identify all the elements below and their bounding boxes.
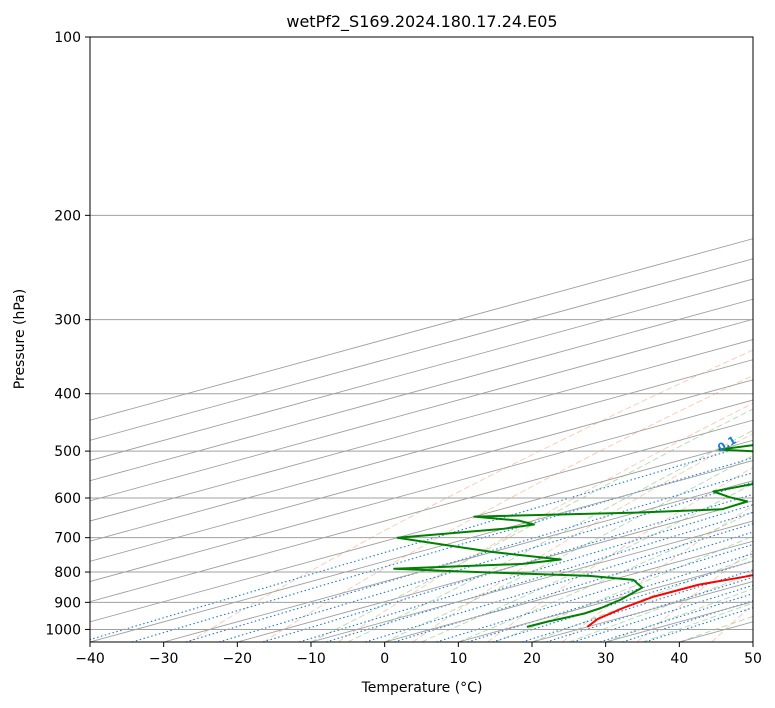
moist-adiabat [384,455,753,642]
isotherm-line [163,480,753,642]
x-tick-label: −20 [223,651,253,667]
mixing-ratio-line [436,543,753,642]
y-tick-label: 400 [54,387,81,403]
mixing-ratio-line [90,450,730,641]
mixing-ratio-line [185,472,753,642]
isotherm-line [90,419,753,603]
y-tick-label: 900 [54,595,81,611]
isotherm-line [90,379,753,562]
x-tick-label: 40 [670,651,688,667]
moist-adiabat [310,408,753,642]
y-axis-label: Pressure (hPa) [12,289,28,389]
isotherm-line [90,439,753,623]
x-tick-label: 0 [380,651,389,667]
y-tick-label: 300 [54,313,81,329]
isotherm-line [90,399,753,582]
axes: −40 −30 −20 −10 0 10 20 30 40 50 100 200 300 400 500 60… [45,30,762,667]
moist-adiabat [458,511,753,642]
y-tick-label: 100 [54,30,81,46]
moist-adiabat [495,535,753,642]
chart-title: wetPf2_S169.2024.180.17.24.E05 [286,12,557,32]
mixing-ratio-line [218,481,753,642]
dry-adiabat [188,349,753,642]
dry-adiabat [412,433,753,642]
dry-adiabat [337,402,753,642]
mixing-ratio-line [645,607,753,642]
isotherm-line [90,298,753,482]
mixing-ratio-line [299,504,753,642]
y-tick-label: 600 [54,491,81,507]
plot-area: 0.10.20.40.611.52346810131620253036-100-… [90,37,753,642]
isotherm-line [310,520,753,642]
x-tick-label: 50 [744,651,762,667]
dewpoint-profile-line [393,444,753,628]
dry-adiabat [487,466,753,642]
isotherm-line [90,460,753,642]
y-tick-label: 800 [54,565,81,581]
isotherm-line [90,258,753,441]
y-tick-label: 1000 [45,622,81,638]
x-axis-label: Temperature (°C) [361,680,483,696]
axes-frame [89,36,754,643]
isotherm-line [237,500,753,642]
y-tick-label: 700 [54,531,81,547]
y-tick-label: 200 [54,208,81,224]
isotherm-line [90,318,753,502]
x-tick-label: −30 [149,651,179,667]
mixing-ratio-line [325,511,753,642]
isotherm-line [90,238,753,421]
isotherm-line [90,278,753,461]
x-tick-label: −40 [75,651,105,667]
mixing-ratio-line [365,523,753,642]
mixing-ratio-line [394,531,753,642]
x-tick-label: 20 [523,651,541,667]
x-tick-label: 30 [597,651,615,667]
y-tick-label: 500 [54,444,81,460]
x-tick-label: 10 [449,651,467,667]
x-tick-label: −10 [296,651,326,667]
